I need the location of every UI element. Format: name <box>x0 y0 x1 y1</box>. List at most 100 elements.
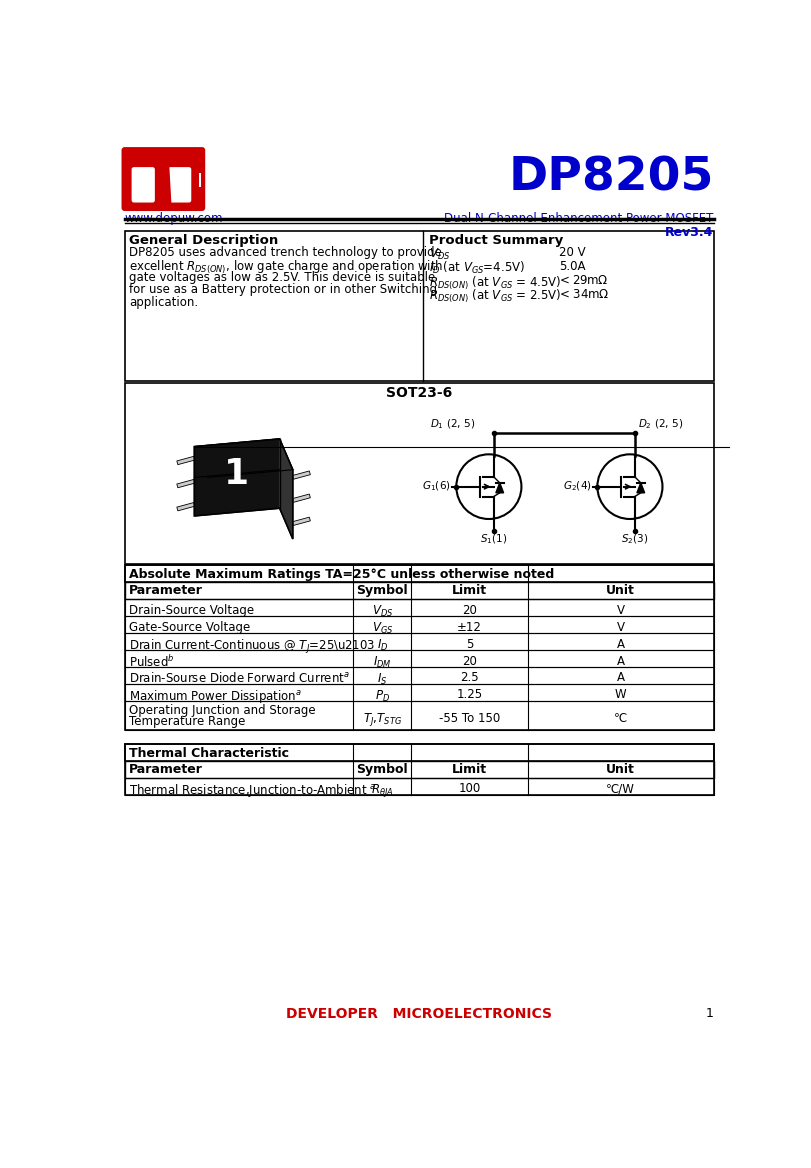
Text: $S_2$(3): $S_2$(3) <box>621 533 648 545</box>
Text: -55 To 150: -55 To 150 <box>439 711 500 724</box>
Text: Unit: Unit <box>606 763 635 776</box>
Text: $G_1$(6): $G_1$(6) <box>423 480 451 493</box>
Text: $R_{DS(ON)}$ (at $V_{GS}$ = 4.5V): $R_{DS(ON)}$ (at $V_{GS}$ = 4.5V) <box>429 274 562 292</box>
Bar <box>125 683 714 701</box>
FancyArrow shape <box>292 517 311 526</box>
Bar <box>125 383 714 564</box>
Polygon shape <box>637 482 645 493</box>
Bar <box>125 599 714 616</box>
Text: 20: 20 <box>462 654 477 668</box>
Polygon shape <box>195 439 293 478</box>
Text: Pulsed$^b$: Pulsed$^b$ <box>129 654 175 670</box>
Text: Absolute Maximum Ratings TA=25°C unless otherwise noted: Absolute Maximum Ratings TA=25°C unless … <box>129 569 555 582</box>
Text: 2.5: 2.5 <box>460 672 478 684</box>
Text: ±12: ±12 <box>457 620 482 634</box>
Text: W: W <box>615 688 626 702</box>
Text: Drain Current-Continuous @ $T_J$=25\u2103: Drain Current-Continuous @ $T_J$=25\u210… <box>129 638 375 655</box>
Text: DP8205: DP8205 <box>508 155 714 201</box>
Text: www.depuw.com: www.depuw.com <box>125 211 223 224</box>
Text: gate voltages as low as 2.5V. This device is suitable: gate voltages as low as 2.5V. This devic… <box>129 271 436 284</box>
FancyBboxPatch shape <box>126 150 162 209</box>
Bar <box>125 744 714 760</box>
Text: $R_{\theta JA}$: $R_{\theta JA}$ <box>371 783 393 799</box>
Text: Drain-Source Voltage: Drain-Source Voltage <box>129 604 255 617</box>
Text: Parameter: Parameter <box>129 584 203 598</box>
Text: 5.0A: 5.0A <box>559 260 585 273</box>
Text: V: V <box>616 604 624 617</box>
Text: for use as a Battery protection or in other Switching: for use as a Battery protection or in ot… <box>129 284 437 297</box>
FancyBboxPatch shape <box>162 150 199 209</box>
Bar <box>127 173 200 187</box>
FancyArrow shape <box>177 457 195 465</box>
Text: ℃/W: ℃/W <box>606 783 635 795</box>
Text: 1: 1 <box>706 1007 714 1020</box>
Text: Thermal Characteristic: Thermal Characteristic <box>129 746 290 760</box>
Bar <box>125 778 714 794</box>
Text: excellent $R_{DS(ON)}$, low gate charge and operation with: excellent $R_{DS(ON)}$, low gate charge … <box>129 259 444 276</box>
FancyArrow shape <box>292 471 311 479</box>
Text: 20 V: 20 V <box>559 246 586 259</box>
Bar <box>125 667 714 683</box>
Text: $D_2$ (2, 5): $D_2$ (2, 5) <box>637 418 683 431</box>
Text: $S_1$(1): $S_1$(1) <box>480 533 507 545</box>
Bar <box>125 616 714 633</box>
Text: $I_S$: $I_S$ <box>377 672 388 687</box>
Bar <box>125 744 714 794</box>
Bar <box>125 582 714 599</box>
Text: 1: 1 <box>225 457 250 491</box>
Text: Product Summary: Product Summary <box>429 234 564 248</box>
Text: Limit: Limit <box>452 763 487 776</box>
Text: < 29m$\Omega$: < 29m$\Omega$ <box>559 274 608 287</box>
Text: < 34m$\Omega$: < 34m$\Omega$ <box>559 288 609 301</box>
Polygon shape <box>195 439 280 516</box>
Bar <box>125 633 714 649</box>
Text: $G_2$(4): $G_2$(4) <box>563 480 592 493</box>
Text: Maximum Power Dissipation$^a$: Maximum Power Dissipation$^a$ <box>129 688 303 705</box>
FancyArrow shape <box>177 502 195 510</box>
Text: Drain-Sourse Diode Forward Current$^a$: Drain-Sourse Diode Forward Current$^a$ <box>129 672 350 686</box>
Text: DP8205 uses advanced trench technology to provide: DP8205 uses advanced trench technology t… <box>129 246 442 259</box>
Text: $V_{GS}$: $V_{GS}$ <box>371 620 393 635</box>
Text: application.: application. <box>129 296 199 308</box>
Text: Unit: Unit <box>606 584 635 598</box>
Bar <box>125 231 714 381</box>
Bar <box>125 760 714 778</box>
Text: A: A <box>616 672 624 684</box>
Text: Temperature Range: Temperature Range <box>129 715 246 728</box>
Text: $I_D$: $I_D$ <box>376 638 388 653</box>
Text: ℃: ℃ <box>614 711 627 724</box>
Text: Rev3.4: Rev3.4 <box>665 225 714 238</box>
Text: 20: 20 <box>462 604 477 617</box>
Text: A: A <box>616 654 624 668</box>
Polygon shape <box>280 439 293 538</box>
Text: $D_1$ (2, 5): $D_1$ (2, 5) <box>430 418 475 431</box>
FancyBboxPatch shape <box>131 167 155 202</box>
Text: SOT23-6: SOT23-6 <box>386 385 453 399</box>
Polygon shape <box>496 482 504 493</box>
FancyBboxPatch shape <box>122 147 205 211</box>
Text: Limit: Limit <box>452 584 487 598</box>
Bar <box>125 565 714 582</box>
Text: 100: 100 <box>458 783 481 795</box>
Text: $T_J$,$T_{STG}$: $T_J$,$T_{STG}$ <box>363 711 402 729</box>
Text: Symbol: Symbol <box>357 584 408 598</box>
Text: 5: 5 <box>466 638 473 651</box>
Text: Thermal Resistance,Junction-to-Ambient $^a$: Thermal Resistance,Junction-to-Ambient $… <box>129 783 376 799</box>
Text: Dual N-Channel Enhancement Power MOSFET: Dual N-Channel Enhancement Power MOSFET <box>444 211 714 224</box>
Text: $I_{DM}$: $I_{DM}$ <box>373 654 392 669</box>
Text: 1.25: 1.25 <box>457 688 483 702</box>
Text: $V_{DS}$: $V_{DS}$ <box>371 604 393 619</box>
FancyArrow shape <box>177 479 195 488</box>
Bar <box>125 701 714 730</box>
Text: Parameter: Parameter <box>129 763 203 776</box>
Text: A: A <box>616 638 624 651</box>
FancyArrow shape <box>292 494 311 502</box>
Text: $I_D$ (at $V_{GS}$=4.5V): $I_D$ (at $V_{GS}$=4.5V) <box>429 260 526 277</box>
Text: Operating Junction and Storage: Operating Junction and Storage <box>129 704 316 717</box>
Bar <box>125 565 714 730</box>
Text: $P_D$: $P_D$ <box>375 688 390 703</box>
Text: $V_{DS}$: $V_{DS}$ <box>429 246 451 262</box>
Text: $R_{DS(ON)}$ (at $V_{GS}$ = 2.5V): $R_{DS(ON)}$ (at $V_{GS}$ = 2.5V) <box>429 288 562 305</box>
Text: Symbol: Symbol <box>357 763 408 776</box>
Text: V: V <box>616 620 624 634</box>
